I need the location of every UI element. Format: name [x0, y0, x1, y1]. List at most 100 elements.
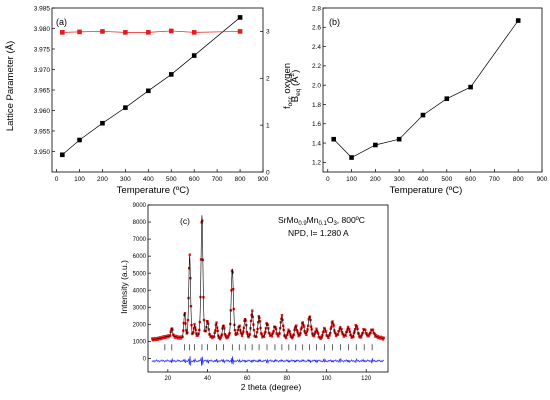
panel-a-series-0-point — [237, 15, 243, 20]
panel-c-observed-point — [371, 328, 375, 331]
panel-a-series-1-point — [77, 29, 82, 35]
panel-c-label: (c) — [180, 216, 190, 226]
panel-c-xtick-label: 60 — [244, 376, 251, 382]
panel-c-ytick-label: 1000 — [133, 339, 147, 345]
panel-b-xlabel: Temperature (ºC) — [390, 185, 463, 196]
panel-c-observed-point — [334, 334, 338, 338]
panel-a: (a) Temperature (ºC) Lattice Parameter (… — [5, 5, 294, 196]
panel-a-label: (a) — [56, 17, 67, 27]
panel-c-formula-t2: Mn — [307, 215, 319, 225]
panel-b-ytick-label: 1.6 — [312, 121, 321, 128]
panel-c-observed-point — [287, 328, 290, 331]
panel-a-xtick-label: 100 — [74, 176, 85, 183]
panel-a-xtick-label: 900 — [258, 176, 269, 183]
panel-b-ylabel-sub: eq — [295, 88, 302, 96]
panel-c-formula-t1: SrMo — [278, 215, 299, 225]
panel-a-series-1-point — [123, 30, 128, 35]
panel-c-observed-point — [336, 333, 340, 336]
panel-b-xtick-label: 300 — [394, 176, 405, 183]
panel-b-series-point — [396, 136, 402, 142]
panel-b-frame — [322, 7, 543, 173]
panel-c-observed-point — [312, 335, 316, 338]
panel-c-observed-point — [277, 335, 280, 338]
panel-a-xtick-label: 400 — [143, 176, 154, 183]
panel-c-observed-point — [295, 324, 298, 327]
panel-c-xtick-label: 20 — [164, 376, 171, 382]
panel-b-ytick-label: 2.6 — [312, 25, 321, 32]
panel-c-observed-point — [382, 336, 385, 340]
panel-c-formula-t3: O — [327, 215, 334, 225]
panel-c-difference-line — [151, 355, 385, 366]
panel-c-observed-point — [339, 325, 342, 329]
panel-c-observed-point — [215, 321, 218, 324]
panel-c-formula-t4: , 800ºC — [337, 215, 365, 225]
panel-b-series-line — [333, 20, 519, 158]
panel-c-observed-point — [284, 336, 288, 340]
panel-a-xtick-label: 200 — [97, 176, 108, 183]
panel-a-series-1-line — [62, 30, 241, 33]
panel-a-y2tick-label: 1 — [266, 122, 270, 129]
panel-c-observed-point — [346, 325, 350, 329]
panel-c-observed-point — [251, 309, 254, 312]
panel-b-series-point — [349, 155, 354, 160]
panel-a-ytick-label: 3.975 — [34, 46, 51, 53]
panel-b-ylabel-end: ) — [290, 70, 301, 73]
panel-a-series-0-point — [168, 72, 174, 77]
panel-a-series-1-point — [100, 29, 105, 34]
panel-a-y2tick-label: 2 — [266, 76, 270, 83]
panel-a-ytick-label: 3.970 — [34, 67, 51, 74]
panel-b-series-point — [420, 112, 426, 118]
panel-c-ytick-label: 3000 — [133, 305, 147, 311]
panel-a-series-0-line — [62, 17, 241, 156]
panel-c-observed-series — [151, 219, 385, 342]
panel-a-xtick-label: 0 — [55, 176, 59, 183]
panel-c-xtick-label: 100 — [322, 376, 333, 382]
panel-c-observed-point — [381, 338, 385, 341]
panel-a-xtick-label: 700 — [212, 176, 223, 183]
panel-c-xlabel: 2 theta (degree) — [241, 382, 302, 392]
panel-c-observed-point — [379, 335, 382, 338]
panel-a-ytick-label: 3.950 — [34, 149, 51, 156]
panel-b-label: (b) — [329, 17, 340, 27]
panel-b-xtick-label: 900 — [537, 176, 548, 183]
panel-c-observed-point — [352, 335, 355, 339]
panel-b-xtick-label: 100 — [346, 176, 357, 183]
panel-b-series-point — [444, 96, 450, 101]
panel-a-ytick-label: 3.960 — [34, 108, 51, 115]
panel-a-xtick-label: 800 — [235, 176, 246, 183]
panel-b-series-point — [373, 142, 378, 148]
panel-c-observed-point — [280, 313, 284, 317]
panel-c-ylabel: Intensity (a.u.) — [119, 260, 129, 314]
panel-c-annotation-line2: NPD, l= 1.280 A — [288, 228, 349, 238]
panel-c-observed-point — [196, 334, 200, 337]
panel-c-observed-point — [159, 337, 162, 341]
panel-b-series-point — [331, 136, 337, 142]
panel-a-series-1-point — [60, 30, 65, 35]
panel-a-frame — [51, 7, 264, 173]
panel-c-observed-point — [268, 331, 271, 335]
panel-b-ytick-label: 2.2 — [312, 63, 321, 70]
panel-c-xtick-label: 80 — [283, 376, 290, 382]
panel-b-ytick-label: 2.4 — [312, 44, 321, 51]
panel-c-xtick-label: 120 — [361, 376, 372, 382]
panel-c-formula-s2: 0.1 — [318, 221, 327, 227]
panel-b: (b) Temperature (ºC) Beq (Å2) 0 100 200 300… — [289, 5, 548, 196]
panel-c-observed-point — [327, 336, 330, 340]
panel-c-observed-point — [255, 335, 258, 339]
panel-a-xtick-label: 300 — [120, 176, 131, 183]
panel-a-y2label: focc oxygen — [282, 63, 294, 109]
panel-b-xtick-label: 200 — [370, 176, 381, 183]
panel-a-y2tick-label: 3 — [266, 29, 270, 36]
panel-b-xtick-label: 700 — [489, 176, 500, 183]
panel-b-ylabel-rest: (Å — [290, 76, 301, 89]
panel-a-y2label-sub: occ — [287, 96, 294, 107]
panel-a-xtick-label: 600 — [189, 176, 200, 183]
panel-a-series-0-point — [191, 53, 197, 58]
panel-b-ytick-label: 1.8 — [312, 102, 321, 109]
panel-b-ytick-label: 2.8 — [312, 5, 321, 12]
panel-a-xlabel: Temperature (ºC) — [117, 185, 190, 196]
panel-c-frame — [147, 204, 389, 373]
panel-c-observed-point — [218, 337, 222, 341]
panel-b-ytick-label: 1.4 — [312, 140, 321, 147]
